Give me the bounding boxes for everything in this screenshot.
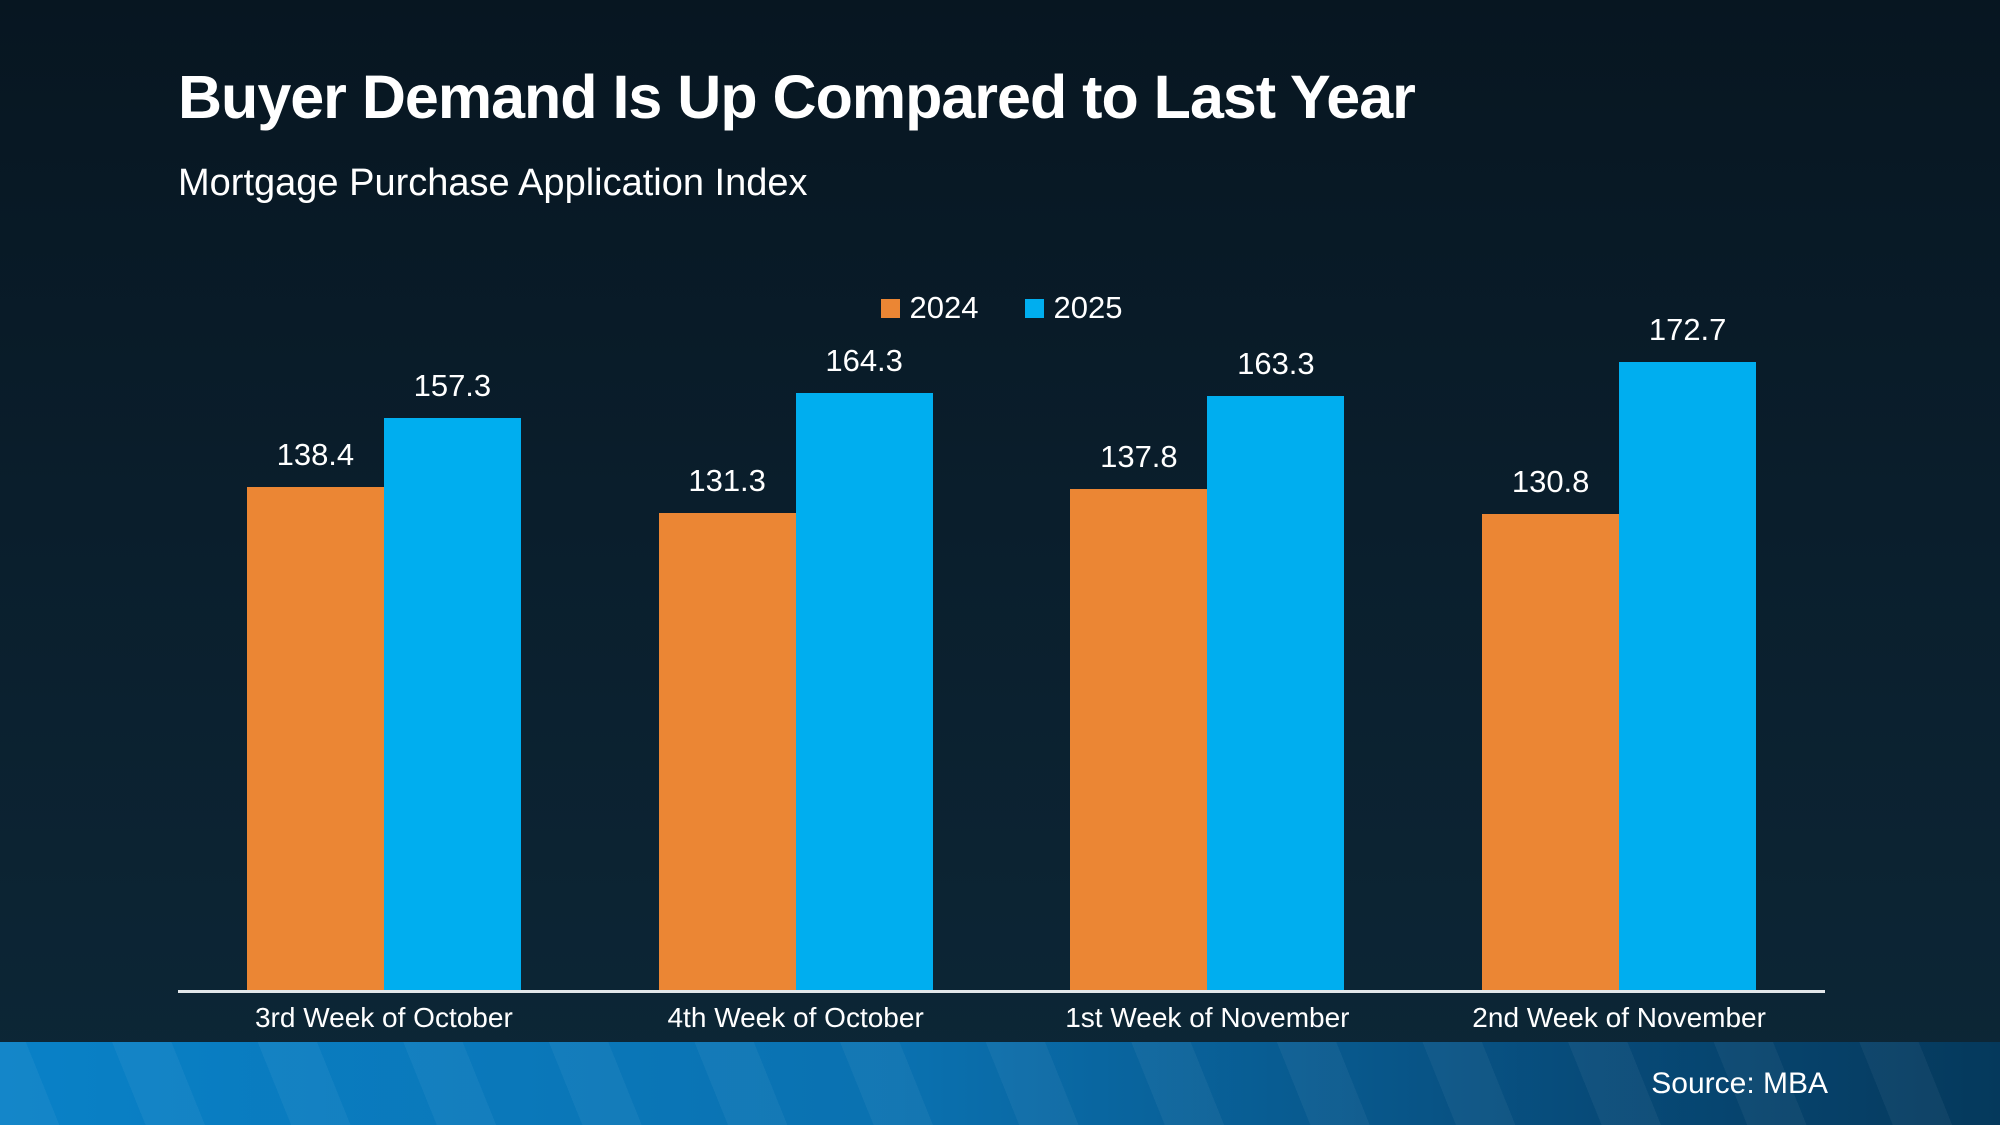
x-axis-label-1: 3rd Week of October xyxy=(254,1002,513,1033)
legend-label-2024: 2024 xyxy=(909,290,979,325)
footer-band: Source: MBA xyxy=(0,1042,2000,1125)
bar-2025-group-3: 163.3 xyxy=(1207,346,1345,990)
legend-swatch-2025-icon xyxy=(1024,298,1044,318)
plot-area: 138.4 157.3 131.3 164.3 137.8 163.3 130.8 172.7 xyxy=(178,312,1825,993)
bar-2024-group-3: 137.8 xyxy=(1070,439,1208,990)
bar-group-1: 138.4 157.3 xyxy=(178,330,590,990)
legend-label-2025: 2025 xyxy=(1053,290,1123,325)
bar-2024-group-2: 131.3 xyxy=(658,463,796,990)
bar-value-label: 157.3 xyxy=(413,368,492,403)
x-axis-label-2: 4th Week of October xyxy=(667,1002,924,1033)
bar-value-label: 131.3 xyxy=(688,462,766,498)
bar-value-label: 130.8 xyxy=(1511,464,1590,500)
bar-value-label: 163.3 xyxy=(1237,346,1315,382)
x-axis-labels: 3rd Week of October 4th Week of October 1s… xyxy=(178,1002,1825,1034)
bar-2025-group-4: 172.7 xyxy=(1619,312,1757,990)
bar-value-label: 164.3 xyxy=(825,342,903,378)
bar-value-label: 138.4 xyxy=(276,436,355,472)
bar-value-label: 137.8 xyxy=(1100,438,1178,474)
x-axis-label-4: 2nd Week of November xyxy=(1472,1002,1766,1033)
bar-2024-group-4: 130.8 xyxy=(1482,464,1620,990)
legend-item-2024: 2024 xyxy=(880,290,979,326)
page-title: Buyer Demand Is Up Compared to Last Year xyxy=(178,63,1416,131)
source-text: Source: MBA xyxy=(1651,1066,1828,1100)
chart-legend: 2024 2025 xyxy=(178,290,1825,326)
bar-group-4: 130.8 172.7 xyxy=(1413,312,1825,990)
bar-value-label: 172.7 xyxy=(1648,312,1727,348)
x-axis-label-3: 1st Week of November xyxy=(1065,1002,1350,1033)
bar-2025-group-2: 164.3 xyxy=(795,343,933,990)
legend-item-2025: 2025 xyxy=(1024,290,1123,326)
page-subtitle: Mortgage Purchase Application Index xyxy=(178,162,808,204)
legend-swatch-2024-icon xyxy=(880,298,900,318)
bar-group-3: 137.8 163.3 xyxy=(1002,330,1414,990)
bar-2025-group-1: 157.3 xyxy=(383,368,521,990)
bar-2024-group-1: 138.4 xyxy=(246,437,384,990)
bar-group-2: 131.3 164.3 xyxy=(590,330,1002,990)
